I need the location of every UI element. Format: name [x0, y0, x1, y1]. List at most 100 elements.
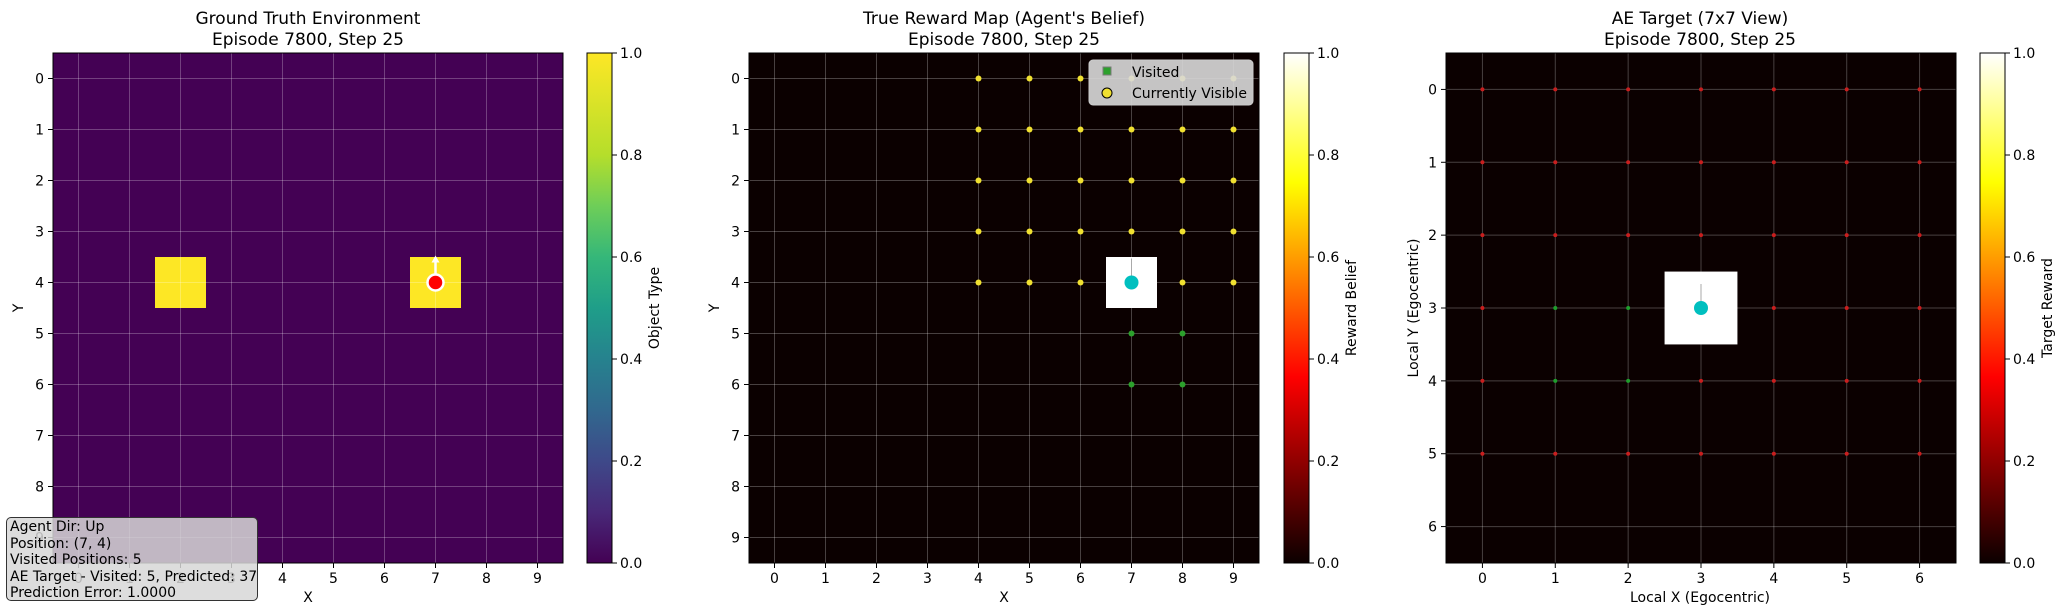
target-green-point-2 [1553, 378, 1558, 383]
colorbar-tick-label-5: 1.0 [1317, 46, 1339, 62]
target-red-point-19 [1844, 233, 1849, 238]
x-tick-label-4: 4 [1769, 571, 1778, 587]
panel2-colorbar-label: Reward Belief [1344, 259, 1360, 356]
x-tick-label-8: 8 [482, 571, 491, 587]
agent-marker [1124, 275, 1139, 290]
x-tick-label-4: 4 [974, 571, 983, 587]
y-tick-label-3: 3 [731, 225, 740, 241]
panel3-xlabel: Local X (Egocentric) [1630, 590, 1770, 606]
x-tick-label-7: 7 [431, 571, 440, 587]
x-tick-label-8: 8 [1178, 571, 1187, 587]
x-tick-label-9: 9 [533, 571, 542, 587]
visible-point-10 [1179, 126, 1186, 133]
panel3-ylabel: Local Y (Egocentric) [1406, 239, 1422, 378]
info-prediction-error: Prediction Error: 1.0000 [10, 585, 177, 601]
visited-point-2 [1128, 381, 1135, 388]
y-tick-label-6: 6 [731, 378, 740, 394]
panel2-ylabel: Y [707, 303, 723, 313]
colorbar-tick-label-3: 0.6 [1317, 250, 1339, 266]
x-tick-label-6: 6 [380, 571, 389, 587]
x-tick-label-1: 1 [1551, 571, 1560, 587]
panel1-heatmap-background [53, 53, 563, 563]
object-cell-0 [155, 257, 206, 308]
panel3-colorbar-label: Target Reward [2040, 258, 2056, 359]
panel-reward-belief: True Reward Map (Agent's Belief) Episode… [707, 9, 1360, 606]
visible-point-15 [1128, 177, 1135, 184]
info-ae-target: AE Target - Visited: 5, Predicted: 37 [10, 568, 258, 585]
visible-point-11 [1230, 126, 1237, 133]
panel-ground-truth: Ground Truth Environment Episode 7800, S… [11, 9, 663, 606]
y-tick-label-6: 6 [1428, 520, 1437, 536]
x-tick-label-0: 0 [1478, 571, 1487, 587]
colorbar-tick-label-1: 0.2 [620, 454, 642, 470]
visited-point-1 [1179, 330, 1186, 337]
agent-arrow-head [431, 255, 440, 263]
panel1-agent [426, 255, 445, 292]
y-tick-label-2: 2 [731, 174, 740, 190]
legend-box [1088, 59, 1254, 106]
x-tick-label-6: 6 [1076, 571, 1085, 587]
visible-point-2 [1077, 75, 1084, 82]
visible-point-19 [1026, 228, 1033, 235]
target-red-point-15 [1553, 233, 1558, 238]
colorbar-tick-label-2: 0.4 [620, 352, 642, 368]
x-tick-label-1: 1 [821, 571, 830, 587]
target-red-point-7 [1480, 160, 1485, 165]
visible-point-18 [975, 228, 982, 235]
target-red-point-9 [1626, 160, 1631, 165]
x-tick-label-2: 2 [872, 571, 881, 587]
target-red-point-23 [1844, 306, 1849, 310]
panel1-colorbar-ticks: 0.0 0.2 0.4 0.6 0.8 1.0 [612, 46, 642, 572]
panel1-colorbar [586, 52, 613, 564]
panel2-colorbar-ticks: 0.0 0.2 0.4 0.6 0.8 1.0 [1309, 46, 1339, 572]
visible-point-16 [1179, 177, 1186, 184]
target-red-point-30 [1480, 451, 1485, 456]
target-red-point-22 [1771, 306, 1776, 310]
panel1-title-line2: Episode 7800, Step 25 [212, 30, 404, 50]
panel2-grid [749, 53, 1259, 563]
visible-point-6 [975, 126, 982, 133]
panel1-ylabel: Y [11, 303, 27, 313]
y-tick-label-1: 1 [35, 123, 44, 139]
panel2-frame [748, 52, 1260, 564]
info-position: Position: (7, 4) [10, 535, 112, 552]
target-red-point-28 [1844, 378, 1849, 383]
target-red-point-1 [1553, 87, 1558, 92]
x-tick-label-5: 5 [1025, 571, 1034, 587]
legend-visible-label: Currently Visible [1132, 86, 1247, 102]
target-red-point-34 [1771, 451, 1776, 456]
visible-point-8 [1077, 126, 1084, 133]
colorbar-tick-label-5: 1.0 [620, 46, 642, 62]
target-red-point-16 [1626, 233, 1631, 238]
y-tick-label-4: 4 [1428, 374, 1437, 390]
target-red-point-20 [1917, 233, 1922, 238]
visible-point-21 [1128, 228, 1135, 235]
y-tick-label-8: 8 [731, 480, 740, 496]
visible-point-7 [1026, 126, 1033, 133]
legend-visible-marker [1101, 87, 1113, 99]
panel3-colorbar-ticks: 0.0 0.2 0.4 0.6 0.8 1.0 [2005, 46, 2035, 572]
colorbar-tick-label-4: 0.8 [2013, 148, 2035, 164]
x-tick-label-3: 3 [923, 571, 932, 587]
panel-ae-target: AE Target (7x7 View) Episode 7800, Step … [1406, 9, 2056, 606]
agent-marker [1694, 301, 1708, 315]
target-red-point-18 [1771, 233, 1776, 238]
target-red-point-13 [1917, 160, 1922, 165]
panel3-ticks: 0 1 2 3 4 5 6 0 1 2 3 4 5 6 [1428, 82, 1924, 587]
panel3-colorbar [1979, 52, 2006, 564]
target-red-point-17 [1699, 233, 1703, 238]
colorbar-tick-label-4: 0.8 [620, 148, 642, 164]
panel1-colorbar-label: Object Type [647, 267, 663, 349]
y-tick-label-0: 0 [35, 72, 44, 88]
visible-point-14 [1077, 177, 1084, 184]
panel2-legend: Visited Currently Visible [1088, 59, 1254, 106]
colorbar-tick-label-4: 0.8 [1317, 148, 1339, 164]
colorbar-tick-label-1: 0.2 [2013, 454, 2035, 470]
x-tick-label-5: 5 [1842, 571, 1851, 587]
y-tick-label-3: 3 [35, 225, 44, 241]
y-tick-label-2: 2 [35, 174, 44, 190]
x-tick-label-2: 2 [1624, 571, 1633, 587]
x-tick-label-4: 4 [278, 571, 287, 587]
panel3-points [1480, 87, 1922, 456]
panel2-colorbar [1283, 52, 1310, 564]
